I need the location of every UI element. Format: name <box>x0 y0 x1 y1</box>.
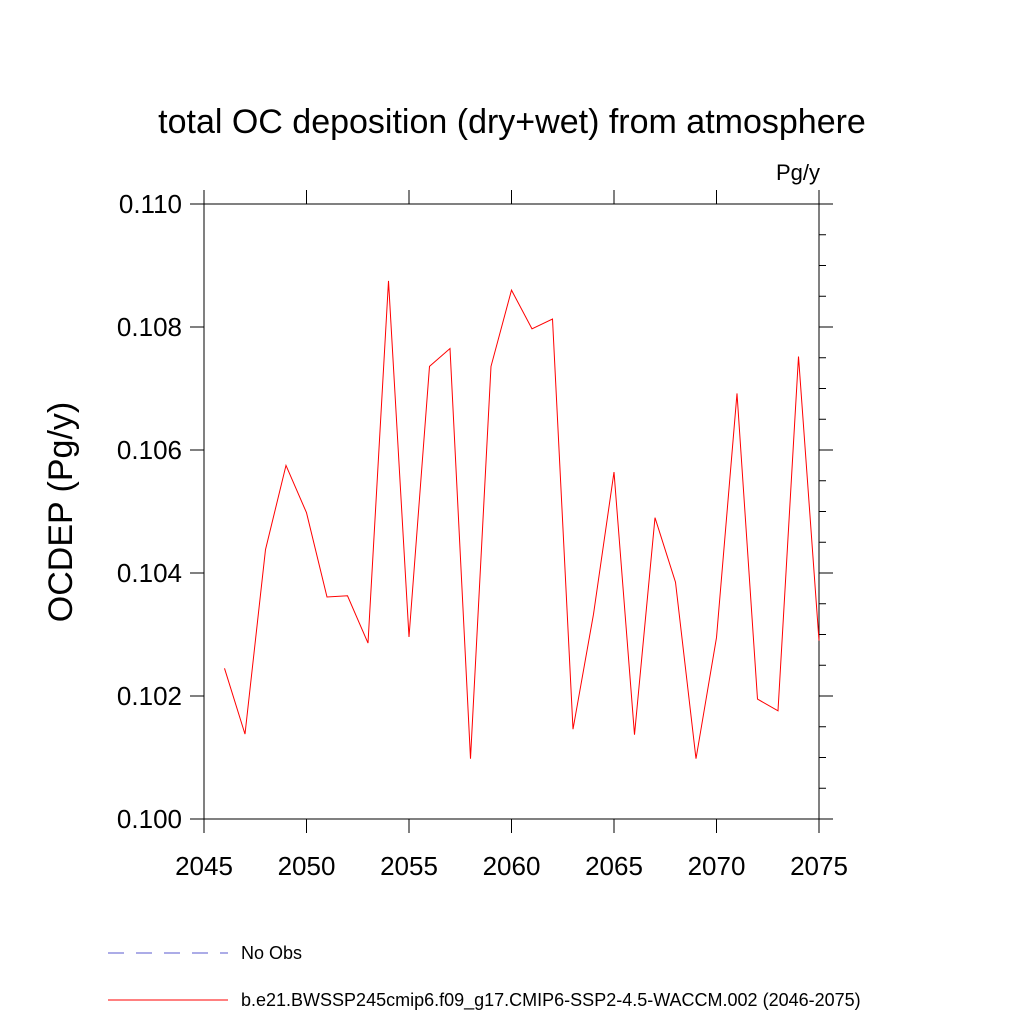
x-tick-label: 2060 <box>483 851 541 881</box>
x-tick-label: 2050 <box>278 851 336 881</box>
y-tick-label: 0.100 <box>117 804 182 834</box>
y-tick-label: 0.102 <box>117 681 182 711</box>
legend-label: No Obs <box>241 943 302 963</box>
y-tick-label: 0.106 <box>117 435 182 465</box>
legend-label: b.e21.BWSSP245cmip6.f09_g17.CMIP6-SSP2-4… <box>241 990 861 1011</box>
x-tick-label: 2055 <box>380 851 438 881</box>
x-tick-label: 2070 <box>688 851 746 881</box>
x-tick-label: 2065 <box>585 851 643 881</box>
legend: No Obs b.e21.BWSSP245cmip6.f09_g17.CMIP6-… <box>108 943 861 1011</box>
y-tick-label: 0.108 <box>117 312 182 342</box>
chart-title: total OC deposition (dry+wet) from atmos… <box>158 103 866 141</box>
plot-area: 2045 2050 2055 2060 2065 2070 2075 0.100 0.102 0.… <box>117 189 848 881</box>
series-line <box>224 280 820 759</box>
y-tick-label: 0.110 <box>119 189 182 219</box>
y-axis-label: OCDEP (Pg/y) <box>42 402 80 622</box>
x-tick-label: 2045 <box>175 851 233 881</box>
y-tick-label: 0.104 <box>117 558 182 588</box>
units-label: Pg/y <box>776 160 820 185</box>
x-tick-label: 2075 <box>790 851 848 881</box>
